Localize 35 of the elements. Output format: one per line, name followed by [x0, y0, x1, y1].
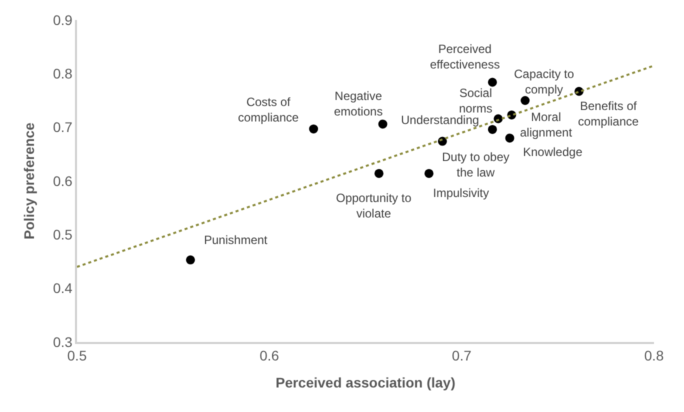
point [309, 124, 318, 134]
point [488, 78, 497, 87]
x-tick-label: 0.8 [644, 348, 664, 364]
annotation: Knowledge [523, 145, 583, 159]
x-tick-label: 0.6 [260, 348, 280, 364]
y-tick-label: 0.5 [52, 226, 73, 243]
annotation: Perceived effectiveness [430, 42, 500, 72]
point [374, 168, 384, 178]
x-tick-label: 0.7 [452, 348, 472, 364]
annotation: Negative emotions [334, 89, 383, 119]
annotation: Duty to obey the law [442, 150, 510, 180]
annotation: Moral alignment [520, 110, 573, 140]
point [186, 255, 195, 264]
y-tick-label: 0.4 [52, 280, 73, 296]
point [488, 124, 497, 134]
annotation: Benefits of compliance [578, 99, 640, 129]
x-tick-label: 0.5 [67, 348, 87, 364]
annotation: Understanding [401, 113, 480, 127]
y-tick-label: 0.8 [52, 66, 73, 82]
point [378, 120, 388, 129]
annotation: Impulsivity [433, 186, 490, 200]
y-tick-label: 0.3 [52, 334, 73, 350]
y-tick-label: 0.6 [52, 172, 73, 189]
point [505, 134, 514, 143]
annotation: Punishment [204, 233, 268, 247]
annotation: Social norms [459, 86, 492, 116]
y-tick-label: 0.7 [52, 119, 73, 136]
point [424, 168, 434, 178]
y-tick-label: 0.9 [52, 12, 73, 28]
x-axis-title: Perceived association (lay) [276, 374, 456, 390]
annotation: Capacity to comply [514, 67, 574, 97]
point [520, 96, 530, 105]
y-axis-title: Policy preference [21, 122, 38, 240]
annotation: Opportunity to violate [336, 191, 412, 221]
annotation: Costs of compliance [238, 95, 300, 125]
